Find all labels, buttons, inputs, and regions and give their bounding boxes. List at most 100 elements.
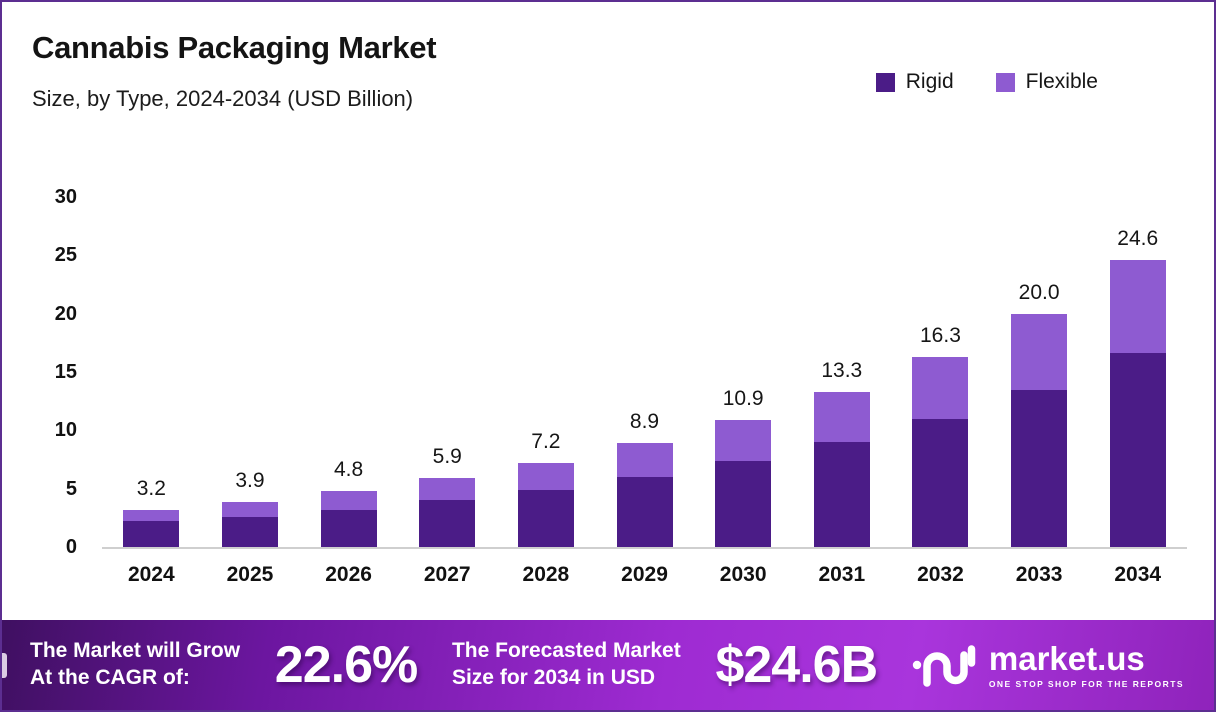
stacked-bar-2029 — [616, 443, 673, 547]
page-subtitle: Size, by Type, 2024-2034 (USD Billion) — [32, 86, 414, 111]
forecast-label-line2: Size for 2034 in USD — [451, 666, 656, 689]
legend-swatch-rigid-icon — [875, 72, 895, 92]
bar-value-label: 4.8 — [334, 458, 364, 482]
bar-group-2030: 10.9 — [694, 197, 793, 547]
y-axis-tick-label: 10 — [54, 419, 77, 442]
bar-group-2028: 7.2 — [497, 197, 596, 547]
y-axis-tick-label: 30 — [54, 186, 77, 208]
cagr-value: 22.6% — [274, 636, 418, 694]
bar-group-2033: 20.0 — [990, 197, 1089, 547]
bar-segment-rigid — [221, 516, 278, 547]
bar-value-label: 24.6 — [1117, 227, 1159, 251]
y-axis-tick-label: 15 — [54, 361, 77, 383]
bar-segment-flexible — [813, 391, 870, 442]
bar-group-2024: 3.2 — [102, 197, 201, 547]
legend-item-rigid: Rigid — [875, 70, 954, 94]
bar-segment-flexible — [1011, 313, 1068, 390]
bar-segment-flexible — [419, 478, 476, 501]
y-axis-tick-label: 5 — [65, 477, 77, 500]
x-axis-label-2032: 2032 — [917, 563, 964, 586]
y-axis-tick-label: 25 — [54, 244, 77, 267]
stacked-bar-2030 — [715, 419, 772, 547]
x-axis-line — [102, 547, 1187, 549]
bar-value-label: 3.9 — [235, 468, 265, 492]
bar-group-2025: 3.9 — [201, 197, 300, 547]
brand-lockup: market.us ONE STOP SHOP FOR THE REPORTS — [912, 641, 1184, 689]
bar-value-label: 3.2 — [136, 476, 166, 500]
stacked-bar-2028 — [517, 463, 574, 547]
bar-value-label: 7.2 — [531, 430, 561, 454]
bar-segment-flexible — [517, 463, 574, 490]
bar-value-label: 10.9 — [722, 386, 764, 410]
y-axis-tick-label: 0 — [65, 536, 77, 558]
bar-segment-flexible — [715, 419, 772, 461]
stacked-bar-2032 — [912, 356, 969, 547]
bar-group-2032: 16.3 — [891, 197, 990, 547]
x-axis-label-2024: 2024 — [127, 563, 175, 586]
brand-text: market.us ONE STOP SHOP FOR THE REPORTS — [989, 642, 1184, 689]
brand-name: market.us — [988, 639, 1145, 677]
bar-segment-rigid — [517, 489, 574, 547]
legend-label-flexible: Flexible — [1025, 70, 1098, 93]
x-axis-label-2028: 2028 — [522, 563, 570, 586]
bar-group-2026: 4.8 — [299, 197, 398, 547]
bar-segment-rigid — [123, 521, 180, 547]
bar-segment-rigid — [320, 509, 377, 547]
bar-segment-rigid — [1109, 353, 1166, 547]
x-axis-label-2034: 2034 — [1114, 563, 1162, 586]
bar-series: 3.2 3.9 4.8 5.9 7.2 8.9 10.9 13.3 16.3 20.0 24.6 — [102, 197, 1187, 547]
x-axis-label-2030: 2030 — [719, 563, 767, 586]
stacked-bar-2031 — [813, 391, 870, 547]
bar-value-label: 13.3 — [821, 358, 863, 382]
cagr-label-line1: The Market will Grow — [30, 639, 241, 663]
forecast-label-line1: The Forecasted Market — [451, 639, 681, 663]
market-us-logo-icon — [912, 645, 976, 687]
stacked-bar-2034 — [1109, 260, 1166, 547]
x-axis: 2024 2025 2026 2027 2028 2029 2030 2031 2032 2033… — [102, 563, 1187, 587]
bar-group-2027: 5.9 — [398, 197, 497, 547]
bar-segment-rigid — [1011, 389, 1068, 547]
brand-tagline: ONE STOP SHOP FOR THE REPORTS — [988, 678, 1184, 689]
stacked-bar-2033 — [1011, 313, 1068, 547]
stacked-bar-2027 — [419, 478, 476, 547]
bar-segment-flexible — [123, 509, 180, 522]
bar-value-label: 16.3 — [920, 323, 961, 347]
bar-segment-rigid — [616, 477, 673, 547]
legend-label-rigid: Rigid — [905, 70, 954, 93]
legend-item-flexible: Flexible — [995, 70, 1098, 94]
x-axis-label-2029: 2029 — [621, 563, 668, 586]
x-axis-label-2026: 2026 — [325, 563, 372, 586]
bar-segment-rigid — [912, 418, 969, 547]
bar-segment-flexible — [616, 443, 673, 477]
bar-segment-flexible — [1109, 260, 1166, 354]
cagr-label: The Market will Grow At the CAGR of: — [30, 638, 240, 692]
x-axis-label-2025: 2025 — [226, 563, 274, 586]
footer-banner: The Market will Grow At the CAGR of: 22.… — [2, 620, 1214, 710]
forecast-value: $24.6B — [715, 636, 878, 694]
x-axis-label-2031: 2031 — [818, 563, 866, 586]
footer-notch-decoration — [2, 653, 7, 678]
bar-group-2031: 13.3 — [792, 197, 891, 547]
bar-value-label: 20.0 — [1018, 280, 1060, 304]
bar-segment-rigid — [715, 460, 772, 547]
chart-plot-area: 0 5 10 15 20 25 30 3.2 3.9 4.8 5.9 7.2 8.9 10.9 13.3 1… — [55, 186, 1187, 586]
cagr-label-line2: At the CAGR of: — [30, 666, 190, 689]
bar-group-2029: 8.9 — [595, 197, 694, 547]
stacked-bar-2026 — [320, 491, 377, 547]
page-title: Cannabis Packaging Market — [32, 30, 437, 65]
bar-group-2034: 24.6 — [1088, 197, 1187, 547]
stacked-bar-2024 — [123, 509, 180, 547]
bar-value-label: 5.9 — [432, 445, 462, 469]
y-axis-tick-label: 20 — [54, 302, 77, 325]
chart-legend: Rigid Flexible — [875, 70, 1098, 94]
forecast-label: The Forecasted Market Size for 2034 in U… — [452, 638, 681, 692]
bar-segment-flexible — [221, 501, 278, 517]
bar-segment-flexible — [912, 356, 969, 419]
bar-value-label: 8.9 — [629, 410, 660, 434]
bar-segment-flexible — [320, 491, 377, 510]
bar-segment-rigid — [813, 442, 870, 547]
x-axis-label-2027: 2027 — [423, 563, 471, 586]
bar-segment-rigid — [419, 500, 476, 547]
x-axis-label-2033: 2033 — [1015, 563, 1063, 586]
